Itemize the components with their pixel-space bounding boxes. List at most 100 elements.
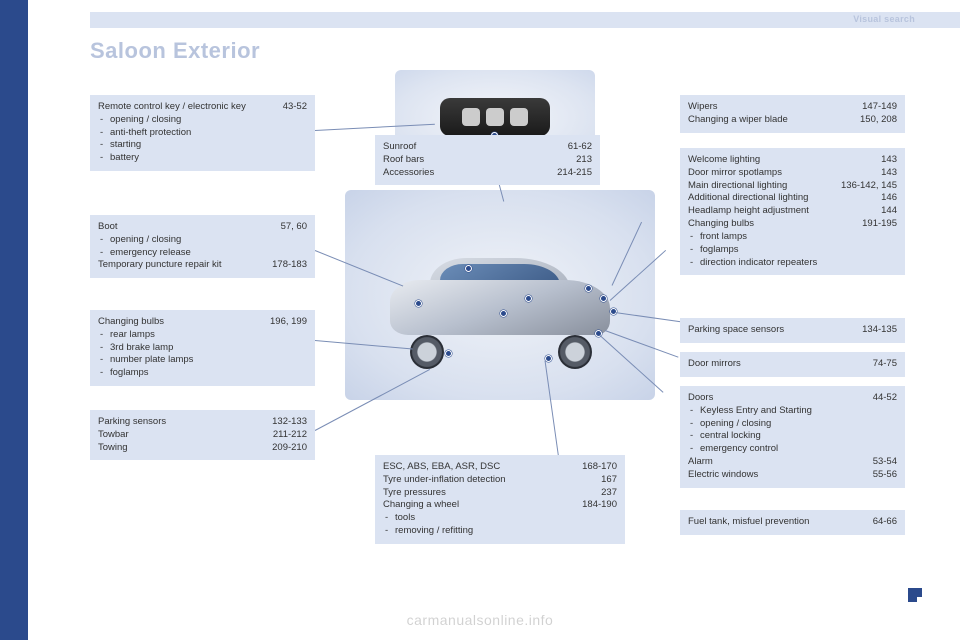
page-corner-icon [908,588,922,602]
info-value: 132-133 [264,416,307,429]
info-row: Towing209-210 [98,442,307,455]
info-bullet: emergency control [688,443,897,456]
info-row: Doors44-52 [688,392,897,405]
info-bullet: central locking [688,430,897,443]
info-row: Remote control key / electronic key43-52 [98,101,307,114]
info-label: Parking space sensors [688,324,854,337]
key-fob [440,98,550,136]
info-bullet: foglamps [688,244,897,257]
info-row: Alarm53-54 [688,456,897,469]
info-box-remote: Remote control key / electronic key43-52… [90,95,315,171]
info-row: Door mirror spotlamps143 [688,167,897,180]
info-value: 213 [568,154,592,167]
info-label: Electric windows [688,469,865,482]
callout-dot [525,295,532,302]
info-bullet: starting [98,139,307,152]
info-box-lighting: Welcome lighting143Door mirror spotlamps… [680,148,905,275]
car-illustration [345,190,655,400]
info-row: Changing a wiper blade150, 208 [688,114,897,127]
info-row: Sunroof61-62 [383,141,592,154]
info-row: Temporary puncture repair kit178-183 [98,259,307,272]
info-label: Welcome lighting [688,154,873,167]
callout-dot [415,300,422,307]
key-button-icon [462,108,480,126]
info-label: Temporary puncture repair kit [98,259,264,272]
info-label: Tyre pressures [383,487,593,500]
info-value: 191-195 [854,218,897,231]
info-label: ESC, ABS, EBA, ASR, DSC [383,461,574,474]
info-value: 237 [593,487,617,500]
info-label: Changing a wheel [383,499,574,512]
info-label: Parking sensors [98,416,264,429]
callout-dot [445,350,452,357]
info-row: Tyre under-inflation detection167 [383,474,617,487]
info-value: 53-54 [865,456,897,469]
watermark: carmanualsonline.info [407,612,554,628]
info-label: Tyre under-inflation detection [383,474,593,487]
info-label: Changing a wiper blade [688,114,852,127]
info-box-parking: Parking sensors132-133Towbar211-212Towin… [90,410,315,460]
info-bullet: direction indicator repeaters [688,257,897,270]
info-value: 143 [873,154,897,167]
info-bullet: tools [383,512,617,525]
info-label: Fuel tank, misfuel prevention [688,516,865,529]
info-value: 136-142, 145 [833,180,897,193]
info-label: Towbar [98,429,265,442]
info-value: 143 [873,167,897,180]
info-label: Changing bulbs [688,218,854,231]
info-value: 43-52 [275,101,307,114]
info-bullet: removing / refitting [383,525,617,538]
info-bullet: anti-theft protection [98,127,307,140]
callout-dot [545,355,552,362]
callout-dot [465,265,472,272]
info-value: 196, 199 [262,316,307,329]
page-header: Visual search [853,14,915,24]
info-label: Sunroof [383,141,560,154]
info-label: Alarm [688,456,865,469]
info-label: Boot [98,221,273,234]
info-box-bulbs_rear: Changing bulbs196, 199rear lamps3rd brak… [90,310,315,386]
info-label: Accessories [383,167,549,180]
key-button-icon [486,108,504,126]
info-value: 168-170 [574,461,617,474]
info-value: 61-62 [560,141,592,154]
info-value: 146 [873,192,897,205]
info-row: Main directional lighting136-142, 145 [688,180,897,193]
info-label: Additional directional lighting [688,192,873,205]
info-value: 74-75 [865,358,897,371]
info-value: 178-183 [264,259,307,272]
sidebar-accent [0,0,28,640]
info-bullet: 3rd brake lamp [98,342,307,355]
info-row: Electric windows55-56 [688,469,897,482]
info-row: Wipers147-149 [688,101,897,114]
info-value: 211-212 [265,429,307,442]
info-label: Changing bulbs [98,316,262,329]
info-label: Door mirrors [688,358,865,371]
info-value: 147-149 [854,101,897,114]
info-label: Door mirror spotlamps [688,167,873,180]
info-label: Headlamp height adjustment [688,205,873,218]
info-box-parking_space: Parking space sensors134-135 [680,318,905,343]
info-value: 150, 208 [852,114,897,127]
page-title: Saloon Exterior [90,38,260,64]
info-bullet: number plate lamps [98,354,307,367]
info-row: Welcome lighting143 [688,154,897,167]
info-row: Changing a wheel184-190 [383,499,617,512]
info-row: Parking sensors132-133 [98,416,307,429]
info-row: Tyre pressures237 [383,487,617,500]
info-box-door_mirrors: Door mirrors74-75 [680,352,905,377]
info-bullet: rear lamps [98,329,307,342]
info-box-wipers: Wipers147-149Changing a wiper blade150, … [680,95,905,133]
info-box-fuel: Fuel tank, misfuel prevention64-66 [680,510,905,535]
info-bullet: front lamps [688,231,897,244]
info-value: 55-56 [865,469,897,482]
info-value: 214-215 [549,167,592,180]
info-row: Door mirrors74-75 [688,358,897,371]
info-bullet: emergency release [98,247,307,260]
info-value: 64-66 [865,516,897,529]
info-label: Roof bars [383,154,568,167]
info-box-doors: Doors44-52Keyless Entry and Startingopen… [680,386,905,488]
info-box-boot: Boot57, 60opening / closingemergency rel… [90,215,315,278]
info-label: Main directional lighting [688,180,833,193]
info-value: 167 [593,474,617,487]
